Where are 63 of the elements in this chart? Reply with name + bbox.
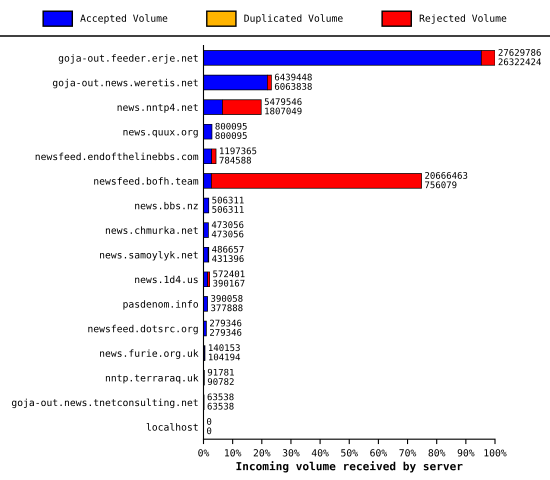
annotation: 91781 [208, 368, 234, 376]
annotation: 6439448 [274, 74, 312, 80]
y-tick-label: news.bbs.nz [135, 202, 198, 210]
annotation: 1197365 [220, 147, 256, 154]
annotation: 6063838 [274, 82, 312, 90]
x-tick-label: 10% [225, 449, 242, 456]
y-tick-label: newsfeed.endofthelinebbs.com [36, 152, 198, 160]
annotation: 800095 [215, 132, 247, 140]
annotation: 279346 [210, 328, 242, 336]
annotation: 5479546 [264, 98, 302, 106]
x-tick-label: 100% [484, 449, 507, 456]
annotation: 390167 [213, 280, 244, 287]
legend-label: Accepted Volume [80, 14, 168, 24]
y-tick-label: news.1d4.us [135, 276, 198, 284]
x-tick-label: 90% [458, 449, 474, 456]
annotation: 63538 [208, 402, 234, 410]
x-tick-label: 50% [341, 449, 358, 456]
annotation: 20666463 [425, 172, 468, 179]
annotation: 800095 [215, 122, 247, 130]
y-tick-label: news.samoylyk.net [100, 250, 198, 260]
annotation: 0 [207, 418, 212, 425]
annotation: 90782 [208, 378, 234, 386]
y-tick-label: news.quux.org [123, 130, 198, 138]
annotation: 506311 [212, 196, 244, 204]
annotation: 140153 [208, 344, 240, 352]
y-tick-label: news.chmurka.net [106, 226, 198, 234]
y-tick-label: localhost [146, 423, 198, 431]
annotation: 63538 [208, 393, 234, 400]
annotation: 756079 [425, 181, 456, 188]
annotation: 26322424 [498, 58, 541, 66]
annotation: 1807049 [265, 108, 302, 114]
x-tick-label: 40% [312, 449, 329, 456]
y-tick-label: news.nntp4.net [118, 104, 198, 113]
y-tick-label: goja-out.news.weretis.net [52, 78, 198, 88]
annotation: 279346 [210, 320, 242, 326]
annotation: 572401 [213, 270, 245, 278]
y-tick-label: newsfeed.dotsrc.org [88, 324, 198, 334]
y-tick-label: goja-out.feeder.erje.net [58, 54, 198, 64]
annotation: 486657 [212, 246, 244, 253]
x-tick-label: 0% [198, 449, 210, 456]
legend-label: Rejected Volume [420, 14, 506, 24]
annotation: 27629786 [498, 49, 541, 56]
x-tick-label: 70% [399, 449, 416, 456]
x-tick-label: 20% [254, 449, 270, 456]
x-tick-label: 80% [428, 449, 446, 456]
annotation: 377888 [211, 304, 243, 312]
y-tick-label: newsfeed.bofh.team [94, 177, 198, 185]
annotation: 506311 [212, 206, 244, 213]
annotation: 784588 [220, 156, 251, 164]
x-tick-label: 30% [282, 449, 300, 456]
legend-label: Duplicated Volume [244, 14, 343, 24]
annotation: 431396 [212, 255, 244, 262]
annotation: 473056 [212, 230, 244, 238]
annotation: 0 [207, 427, 212, 434]
x-tick-label: 60% [370, 449, 388, 456]
y-tick-label: nntp.terraraq.uk [106, 374, 198, 384]
annotation: 104194 [208, 354, 240, 360]
annotation: 473056 [212, 221, 244, 228]
annotation: 390058 [211, 295, 243, 302]
y-tick-label: news.furie.org.uk [100, 349, 198, 359]
y-tick-label: goja-out.news.tnetconsulting.net [12, 398, 198, 408]
x-axis-title: Incoming volume received by server [236, 461, 463, 472]
y-tick-label: pasdenom.info [123, 300, 198, 310]
